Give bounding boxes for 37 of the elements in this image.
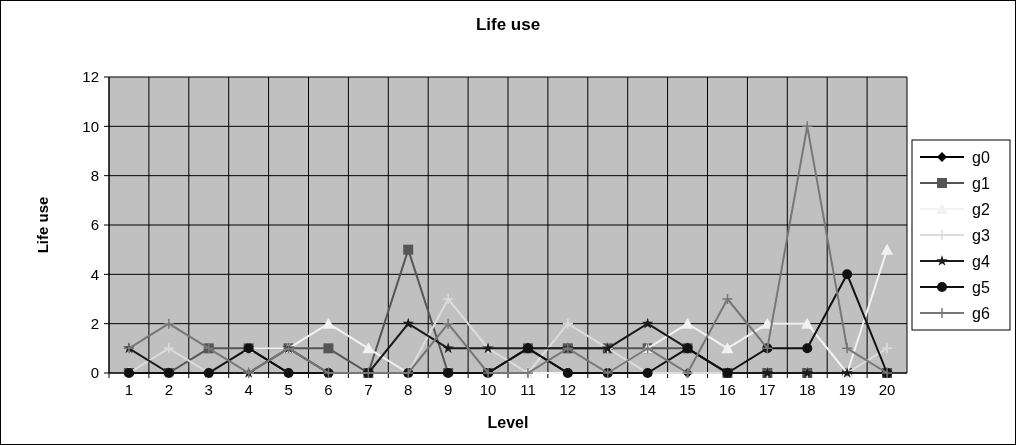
y-tick-label: 2 — [90, 314, 99, 332]
y-tick-label: 10 — [82, 117, 99, 135]
x-tick-label: 4 — [244, 381, 253, 398]
x-axis-title: Level — [487, 414, 529, 431]
y-tick-label: 6 — [90, 216, 99, 234]
x-tick-label: 13 — [599, 381, 617, 398]
legend-label: g5 — [972, 278, 990, 296]
x-tick-label: 18 — [798, 381, 816, 398]
x-tick-label: 14 — [639, 381, 656, 398]
legend-label: g2 — [972, 200, 990, 218]
y-tick-label: 8 — [90, 166, 99, 184]
x-tick-label: 6 — [324, 381, 333, 398]
x-tick-label: 17 — [759, 381, 776, 398]
y-tick-label: 0 — [90, 364, 99, 382]
x-tick-label: 12 — [559, 381, 577, 398]
legend-label: g6 — [972, 304, 990, 322]
x-tick-label: 19 — [838, 381, 856, 398]
x-tick-label: 20 — [878, 381, 896, 398]
x-tick-label: 9 — [443, 381, 453, 398]
legend-label: g4 — [972, 252, 990, 270]
x-tick-label: 11 — [520, 381, 536, 398]
legend-label: g1 — [972, 174, 990, 192]
x-tick-label: 5 — [284, 381, 293, 398]
x-tick-label: 3 — [204, 381, 213, 398]
chart-title: Life use — [475, 15, 541, 34]
x-tick-label: 8 — [404, 381, 413, 398]
legend-label: g0 — [972, 148, 990, 166]
x-tick-label: 7 — [364, 381, 373, 398]
x-tick-label: 16 — [719, 381, 736, 398]
x-tick-label: 2 — [164, 381, 174, 398]
y-tick-label: 12 — [82, 68, 99, 86]
y-axis-title: Life use — [34, 196, 51, 254]
y-tick-label: 4 — [90, 265, 99, 283]
x-tick-label: 15 — [679, 381, 696, 398]
x-tick-label: 1 — [124, 381, 134, 398]
legend-label: g3 — [972, 226, 990, 244]
x-tick-label: 10 — [479, 381, 497, 398]
